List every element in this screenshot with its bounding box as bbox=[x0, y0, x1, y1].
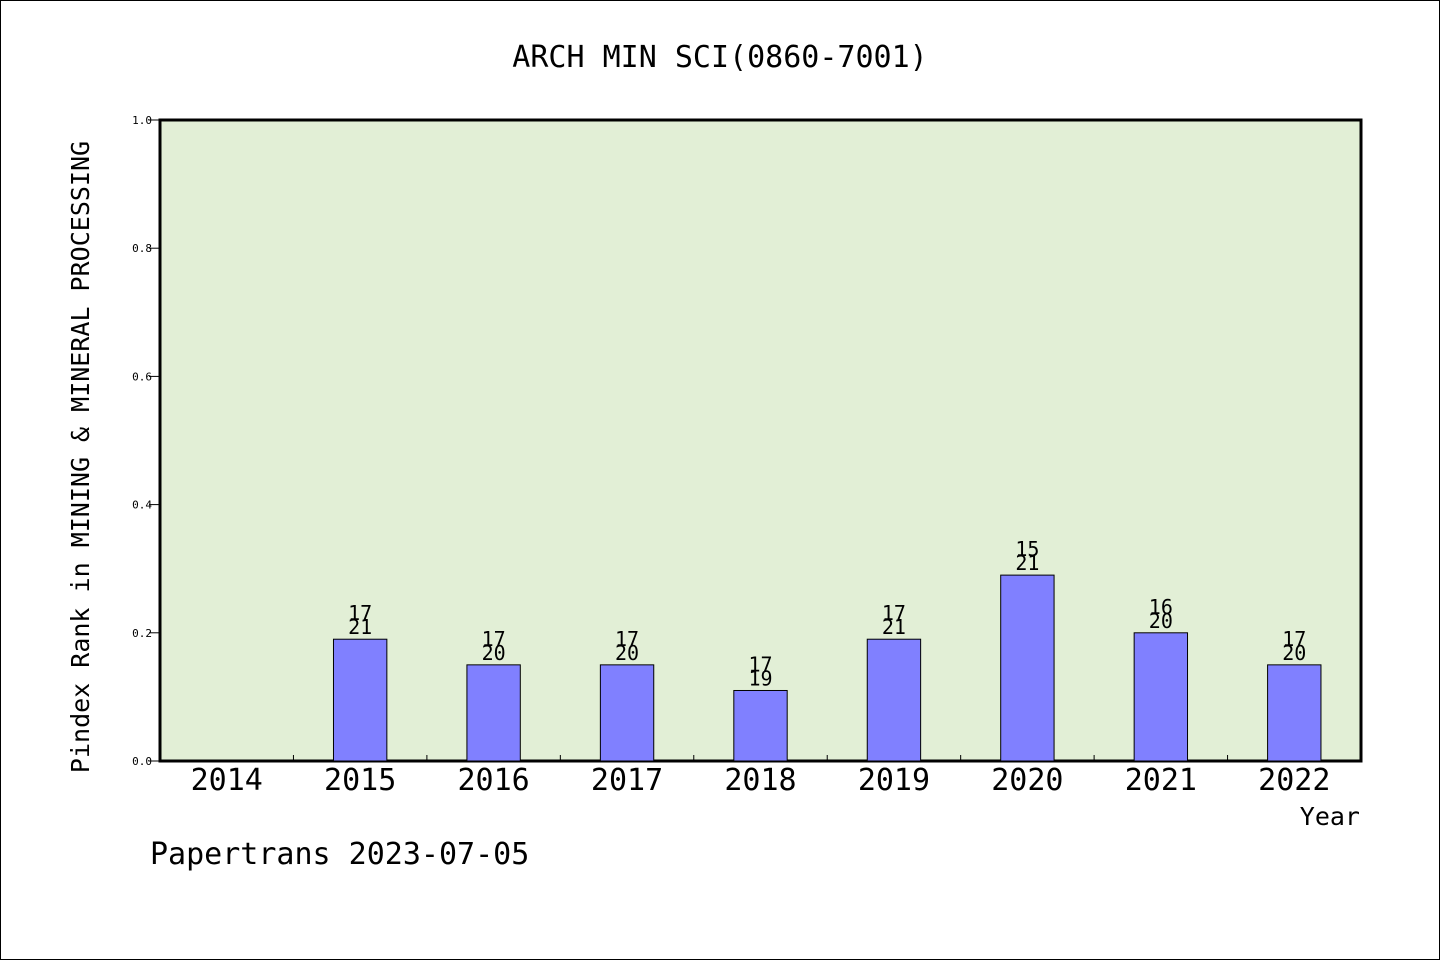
bar-label-top: 17 bbox=[482, 627, 506, 651]
y-tick-label: 0.6 bbox=[132, 370, 152, 383]
bar-label-top: 17 bbox=[1282, 627, 1306, 651]
y-tick-label: 0.2 bbox=[132, 627, 152, 640]
x-tick-label: 2014 bbox=[191, 763, 263, 798]
x-tick-label: 2019 bbox=[858, 763, 930, 798]
bar-label-bottom: 21 bbox=[882, 615, 906, 639]
bar bbox=[1133, 632, 1189, 762]
bar-label-bottom: 20 bbox=[1149, 609, 1173, 633]
y-axis: 0.0 0.2 0.4 0.6 0.8 1.0 bbox=[132, 114, 160, 768]
bar-label-bottom: 20 bbox=[1282, 641, 1306, 665]
bar-label-top: 15 bbox=[1015, 537, 1039, 561]
x-tick-label: 2022 bbox=[1258, 763, 1330, 798]
x-tick-label: 2021 bbox=[1125, 763, 1197, 798]
bar-label-top: 17 bbox=[615, 627, 639, 651]
bar bbox=[599, 664, 655, 762]
x-tick-label: 2015 bbox=[324, 763, 396, 798]
bar-label-bottom: 20 bbox=[615, 641, 639, 665]
y-tick-label: 1.0 bbox=[132, 114, 152, 127]
bar bbox=[1267, 664, 1322, 762]
x-axis-label: Year bbox=[1300, 802, 1360, 831]
x-tick-label: 2016 bbox=[457, 763, 529, 798]
bar-label-bottom: 21 bbox=[348, 615, 372, 639]
bar bbox=[466, 664, 521, 762]
bar bbox=[733, 689, 788, 762]
bar-label-top: 17 bbox=[882, 601, 906, 625]
x-axis: 2014 2015 2016 2017 2018 2019 2020 2021 2022 bbox=[191, 755, 1330, 798]
bar-label-top: 16 bbox=[1149, 595, 1173, 619]
bar-label-bottom: 20 bbox=[482, 641, 506, 665]
bar bbox=[332, 638, 388, 762]
y-tick-label: 0.0 bbox=[132, 755, 152, 768]
bar-label-bottom: 19 bbox=[748, 666, 772, 690]
x-tick-label: 2020 bbox=[991, 763, 1063, 798]
bar-label-top: 17 bbox=[348, 601, 372, 625]
y-tick-label: 0.4 bbox=[132, 499, 152, 512]
x-tick-label: 2018 bbox=[724, 763, 796, 798]
bar bbox=[866, 638, 922, 762]
y-axis-label: Pindex Rank in MINING & MINERAL PROCESSI… bbox=[66, 141, 95, 773]
y-tick-label: 0.8 bbox=[132, 242, 152, 255]
chart-title: ARCH MIN SCI(0860-7001) bbox=[512, 40, 927, 75]
bar-label-top: 17 bbox=[748, 652, 772, 676]
footer-credit: Papertrans 2023-07-05 bbox=[150, 837, 529, 872]
bar-label-bottom: 21 bbox=[1015, 551, 1039, 575]
bar bbox=[1000, 574, 1055, 762]
x-tick-label: 2017 bbox=[591, 763, 663, 798]
